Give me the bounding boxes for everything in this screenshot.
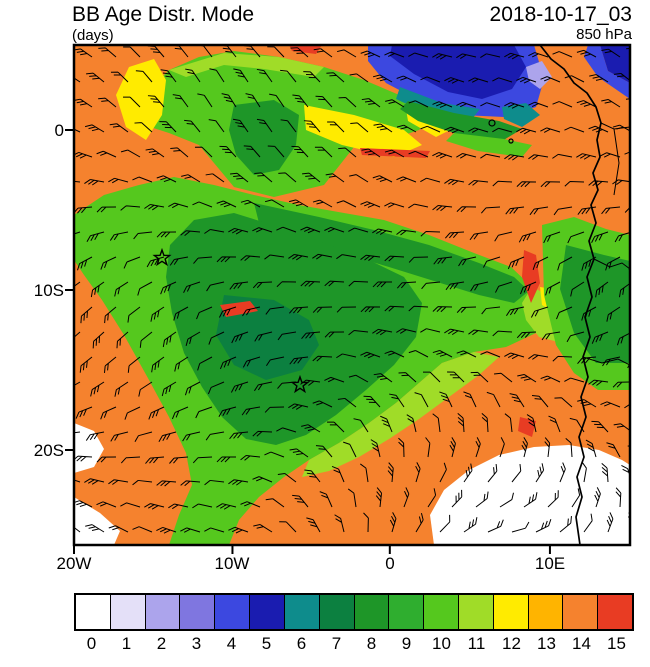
colorbar-cell (492, 595, 528, 629)
colorbar-tick-label: 4 (226, 634, 237, 653)
plot-units-label: (days) (72, 27, 114, 44)
y-tick-label-10s: 10S (33, 281, 64, 300)
y-tick-label-20s: 20S (33, 441, 64, 460)
plot-datetime: 2018-10-17_03 (489, 3, 632, 26)
colorbar-tick-label: 15 (607, 634, 626, 653)
colorbar-labels: 0 1 2 3 4 5 6 7 8 9 10 11 12 13 14 15 (74, 634, 634, 654)
colorbar-tick-label: 3 (191, 634, 202, 653)
colorbar-cell (318, 595, 354, 629)
colorbar-cell (76, 595, 110, 629)
colorbar (74, 593, 634, 631)
colorbar-tick-label: 2 (156, 634, 167, 653)
plot-title: BB Age Distr. Mode (72, 3, 255, 26)
colorbar-cell (423, 595, 458, 629)
plot-level-label: 850 hPa (576, 26, 632, 43)
colorbar-tick-label: 1 (121, 634, 132, 653)
colorbar-cell (214, 595, 250, 629)
colorbar-tick-label: 8 (366, 634, 377, 653)
colorbar-cell (457, 595, 493, 629)
colorbar-cell (109, 595, 145, 629)
colorbar-tick-label: 6 (296, 634, 307, 653)
x-tick-label-0: 0 (385, 554, 395, 573)
colorbar-cell (179, 595, 215, 629)
colorbar-tick-label: 10 (432, 634, 451, 653)
colorbar-tick-label: 14 (572, 634, 591, 653)
colorbar-tick-label: 13 (537, 634, 556, 653)
colorbar-cell (144, 595, 180, 629)
y-tick-label-0: 0 (54, 121, 64, 140)
colorbar-cell (527, 595, 563, 629)
colorbar-tick-label: 12 (502, 634, 521, 653)
colorbar-cell (597, 595, 632, 629)
colorbar-cell (249, 595, 284, 629)
x-tick-label-10w: 10W (214, 554, 250, 573)
map-svg (65, 43, 632, 554)
colorbar-tick-label: 0 (86, 634, 97, 653)
colorbar-tick-label: 11 (467, 634, 486, 653)
colorbar-tick-label: 9 (401, 634, 412, 653)
colorbar-tick-label: 5 (261, 634, 272, 653)
colorbar-cell (388, 595, 424, 629)
map-area (65, 43, 632, 554)
colorbar-tick-label: 7 (331, 634, 342, 653)
x-tick-label-20w: 20W (56, 554, 92, 573)
colorbar-cell (283, 595, 319, 629)
x-tick-label-10e: 10E (534, 554, 566, 573)
colorbar-cell (562, 595, 598, 629)
colorbar-cell (353, 595, 389, 629)
